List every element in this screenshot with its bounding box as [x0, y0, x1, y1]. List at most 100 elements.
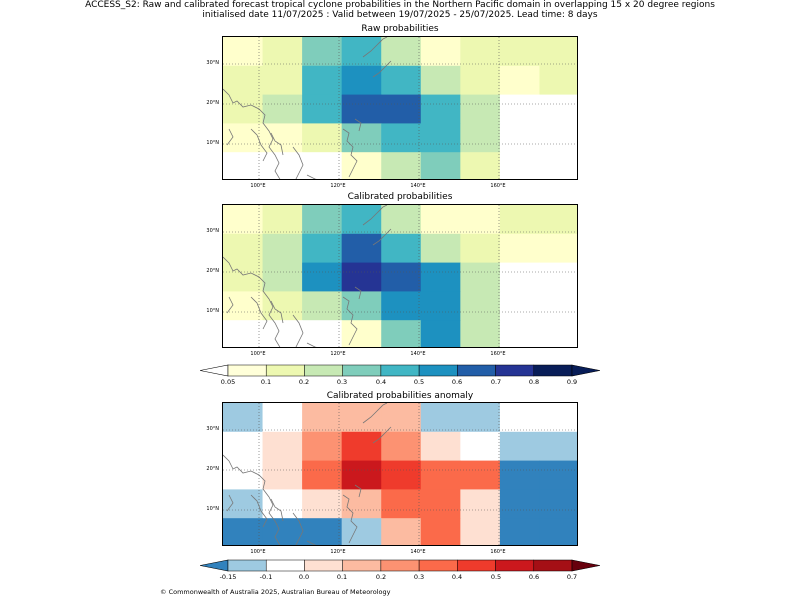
- probability-cell: [223, 152, 264, 179]
- probability-cell: [460, 205, 501, 235]
- probability-cell: [262, 123, 303, 153]
- probability-cell: [302, 65, 343, 96]
- probability-cell: [262, 489, 303, 519]
- probability-cell: [341, 123, 382, 153]
- colorbar-tick: 0.3: [413, 573, 425, 581]
- colorbar-swatch: [418, 364, 458, 377]
- copyright-footer: © Commonwealth of Australia 2025, Austra…: [160, 588, 391, 596]
- probability-cell: [381, 518, 422, 545]
- probability-cell: [262, 94, 303, 124]
- colorbar-tick: 0.1: [260, 378, 272, 386]
- colorbar-tick: 0.1: [336, 573, 348, 581]
- colorbar-swatch: [457, 364, 496, 377]
- probability-cell: [381, 431, 422, 462]
- probability-cell: [381, 403, 422, 433]
- probability-cell: [539, 65, 577, 96]
- probability-cell: [420, 291, 461, 321]
- probability-cell: [302, 152, 343, 179]
- probability-cell: [499, 233, 540, 264]
- probability-cell: [460, 403, 501, 433]
- probability-cell: [223, 65, 264, 96]
- probability-cell: [262, 291, 303, 321]
- colorbar-swatch: [227, 364, 267, 377]
- probability-cell: [341, 291, 382, 321]
- probability-cell: [262, 518, 303, 545]
- probability-cell: [302, 262, 343, 292]
- probability-cell: [420, 152, 461, 179]
- coastline: [354, 484, 362, 498]
- probability-cell: [302, 518, 343, 545]
- colorbar-tick: -0.1: [259, 573, 273, 581]
- probability-cell: [381, 65, 422, 96]
- probability-cell: [420, 37, 461, 67]
- probability-cell: [539, 460, 577, 490]
- probability-cell: [420, 233, 461, 264]
- probability-cell: [460, 152, 501, 179]
- probability-cell: [262, 65, 303, 96]
- probability-cell: [460, 460, 501, 490]
- probability-cell: [539, 94, 577, 124]
- probability-cell: [302, 205, 343, 235]
- probability-cell: [302, 291, 343, 321]
- colorbar-tick: 0.5: [490, 573, 502, 581]
- coastline: [270, 132, 284, 156]
- coastline: [223, 454, 281, 545]
- colorbar-tick: 0.05: [220, 378, 236, 386]
- lon-label: 120°E: [330, 549, 346, 555]
- lat-label: 30°N: [206, 228, 219, 234]
- probability-cell: [302, 233, 343, 264]
- colorbar-tick: -0.15: [219, 573, 237, 581]
- probability-cell: [460, 489, 501, 519]
- panel-title-raw: Raw probabilities: [361, 24, 439, 34]
- coastline: [292, 146, 304, 179]
- probability-cell: [539, 262, 577, 292]
- calibrated-anomaly-map: [222, 402, 578, 546]
- figure-title-line2: initialised date 11/07/2025 : Valid betw…: [202, 10, 598, 20]
- coastline: [342, 494, 358, 544]
- colorbar-extend-high: [571, 559, 601, 572]
- probability-cell: [420, 94, 461, 124]
- probability-cell: [302, 460, 343, 490]
- lon-label: 160°E: [490, 351, 506, 357]
- colorbar-tick: 0.4: [375, 378, 387, 386]
- coastline: [250, 494, 268, 528]
- colorbar-tick: 0.4: [451, 573, 463, 581]
- probability-cell: [223, 431, 264, 462]
- anomaly-colorbar: [199, 558, 601, 577]
- probability-cell: [539, 152, 577, 179]
- coastline: [226, 296, 234, 314]
- probability-cell: [420, 431, 461, 462]
- probability-cell: [499, 518, 540, 545]
- probability-cell: [262, 233, 303, 264]
- probability-cell: [223, 320, 264, 347]
- probability-cell: [381, 460, 422, 490]
- colorbar-swatch: [265, 559, 305, 572]
- probability-cell: [420, 65, 461, 96]
- coastline: [223, 88, 281, 179]
- probability-cell: [381, 489, 422, 519]
- coastline: [250, 296, 268, 330]
- coastline: [306, 342, 317, 347]
- probability-cell: [341, 152, 382, 179]
- coastline: [306, 540, 317, 545]
- colorbar-tick: 0.9: [566, 378, 578, 386]
- probability-cell: [341, 489, 382, 519]
- colorbar-tick: 0.3: [336, 378, 348, 386]
- probability-cell: [341, 233, 382, 264]
- probability-cell: [460, 262, 501, 292]
- probability-cell: [499, 65, 540, 96]
- probability-cell: [302, 489, 343, 519]
- lon-label: 140°E: [410, 549, 426, 555]
- probability-cell: [262, 262, 303, 292]
- lon-label: 160°E: [490, 183, 506, 189]
- colorbar-tick: 0.2: [375, 573, 387, 581]
- colorbar-swatch: [380, 364, 420, 377]
- probability-cell: [381, 205, 422, 235]
- colorbar-swatch: [457, 559, 496, 572]
- probability-cell: [499, 37, 540, 67]
- colorbar-tick: 0.7: [566, 573, 578, 581]
- colorbar-swatch: [495, 364, 535, 377]
- probability-cell: [223, 123, 264, 153]
- probability-cell: [460, 291, 501, 321]
- panel-title-anomaly: Calibrated probabilities anomaly: [326, 391, 474, 401]
